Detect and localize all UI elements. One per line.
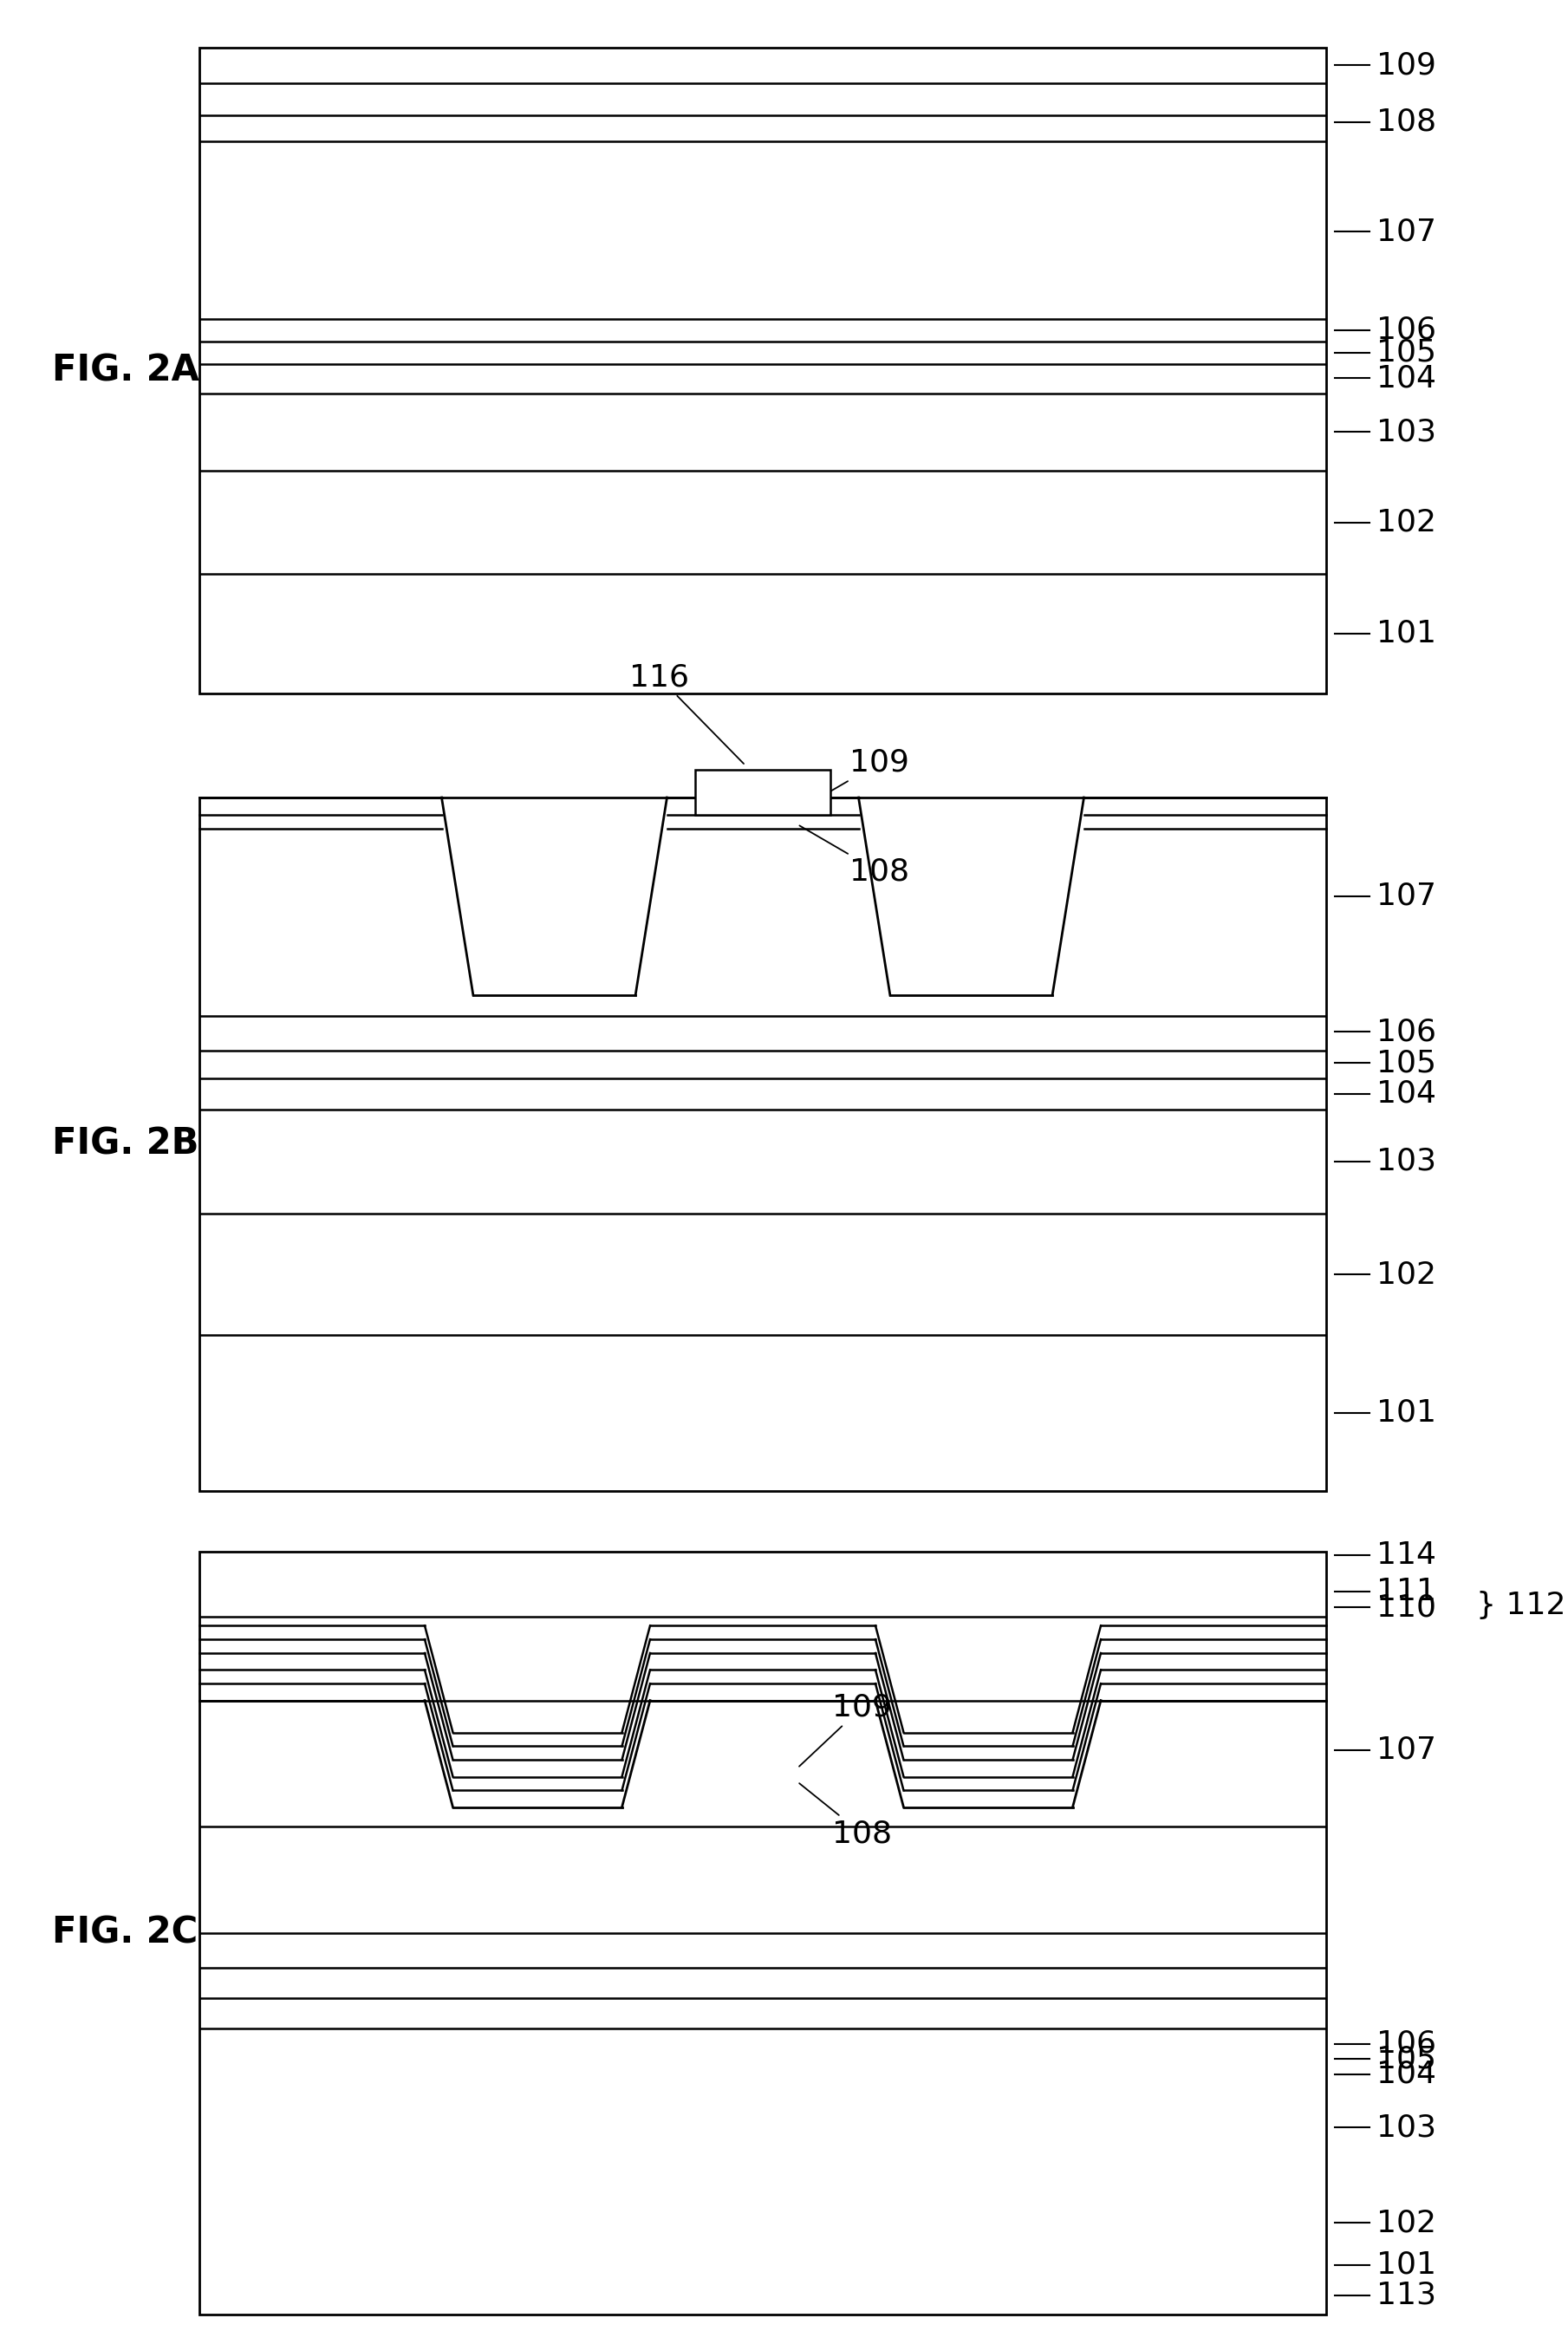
Bar: [199, 47, 1327, 694]
Text: 101: 101: [1377, 2250, 1436, 2281]
Text: FIG. 2B: FIG. 2B: [52, 1125, 199, 1163]
Text: 105: 105: [1377, 338, 1436, 368]
Text: FIG. 2C: FIG. 2C: [52, 1915, 198, 1950]
Text: 108: 108: [1377, 108, 1436, 136]
Text: 101: 101: [1377, 619, 1436, 649]
Text: 105: 105: [1377, 1048, 1436, 1078]
Bar: [199, 797, 1327, 1491]
Text: } 112: } 112: [1475, 1592, 1566, 1620]
Text: 113: 113: [1377, 2281, 1436, 2311]
Text: 103: 103: [1377, 417, 1436, 448]
Text: 102: 102: [1377, 509, 1436, 537]
Text: FIG. 2A: FIG. 2A: [52, 352, 199, 389]
Text: 109: 109: [800, 1692, 892, 1767]
Text: 104: 104: [1377, 1078, 1436, 1109]
Text: 101: 101: [1377, 1397, 1436, 1427]
Text: 107: 107: [1377, 218, 1436, 246]
Text: 111: 111: [1377, 1578, 1436, 1606]
Text: 116: 116: [629, 663, 743, 764]
Text: 107: 107: [1377, 881, 1436, 912]
Text: 107: 107: [1377, 1735, 1436, 1765]
Text: 104: 104: [1377, 363, 1436, 394]
Bar: [695, 769, 831, 816]
Text: 110: 110: [1377, 1592, 1436, 1622]
Text: 103: 103: [1377, 1146, 1436, 1177]
Text: 104: 104: [1377, 2060, 1436, 2089]
Text: 106: 106: [1377, 314, 1436, 345]
Text: 106: 106: [1377, 1017, 1436, 1048]
Text: 114: 114: [1377, 1540, 1436, 1570]
Text: 106: 106: [1377, 2030, 1436, 2058]
Text: 102: 102: [1377, 2208, 1436, 2239]
Text: 105: 105: [1377, 2044, 1436, 2074]
Bar: [199, 1552, 1327, 2314]
Text: 108: 108: [800, 825, 909, 886]
Text: 108: 108: [800, 1784, 892, 1849]
Text: 109: 109: [1377, 49, 1436, 80]
Text: 102: 102: [1377, 1261, 1436, 1289]
Text: 109: 109: [800, 748, 909, 809]
Text: 103: 103: [1377, 2112, 1436, 2142]
